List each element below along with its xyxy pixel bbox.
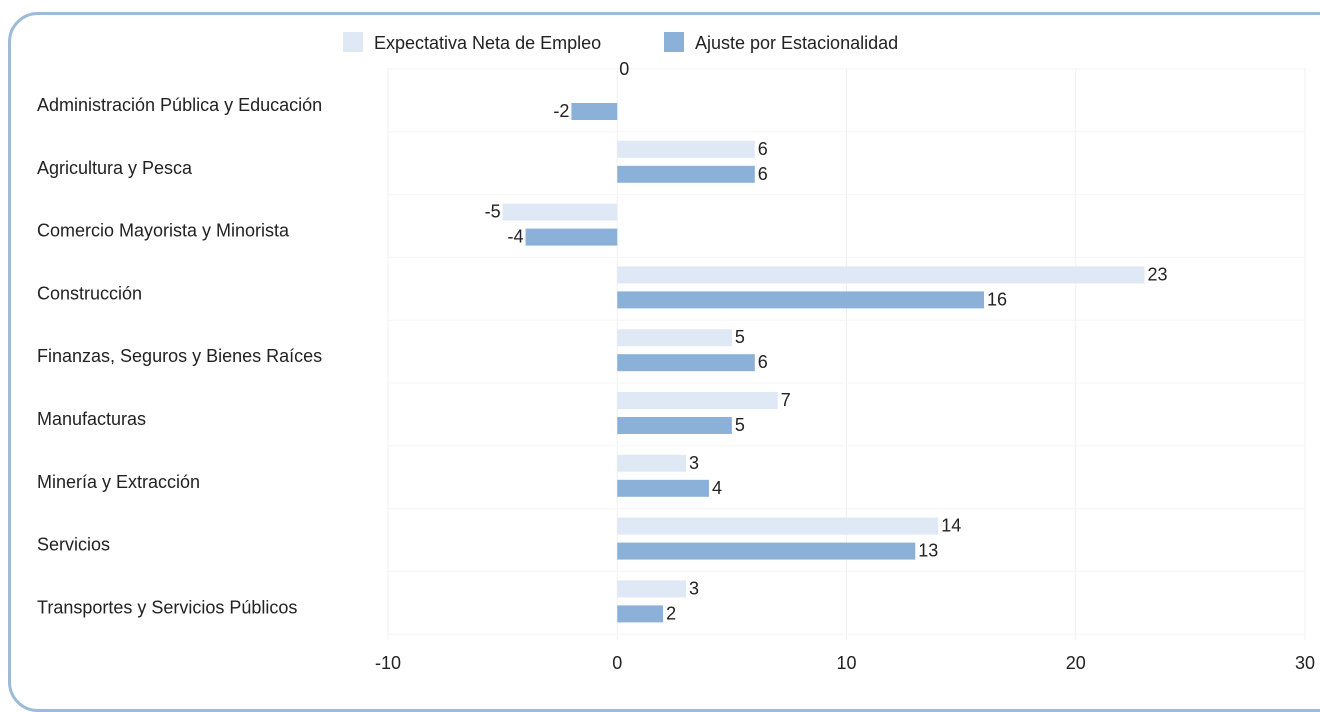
bar <box>617 354 755 372</box>
data-label: 2 <box>666 603 676 623</box>
bar <box>617 580 687 598</box>
x-tick-label: 20 <box>1066 653 1086 673</box>
legend-label: Expectativa Neta de Empleo <box>374 33 601 53</box>
category-label: Transportes y Servicios Públicos <box>37 597 297 617</box>
legend-label: Ajuste por Estacionalidad <box>695 33 898 53</box>
data-label: -2 <box>553 101 569 121</box>
data-label: 7 <box>781 390 791 410</box>
bar <box>617 605 664 623</box>
data-label: 6 <box>758 139 768 159</box>
category-label: Minería y Extracción <box>37 472 200 492</box>
category-label: Construcción <box>37 283 142 303</box>
bar <box>617 517 939 535</box>
x-tick-label: 10 <box>836 653 856 673</box>
data-label: 5 <box>735 327 745 347</box>
bar <box>525 228 618 246</box>
data-label: -5 <box>485 202 501 222</box>
category-label: Comercio Mayorista y Minorista <box>37 221 290 241</box>
grid-lines <box>387 68 1306 640</box>
bar-chart: Expectativa Neta de Empleo Ajuste por Est… <box>37 32 1315 673</box>
bar <box>617 454 687 472</box>
x-tick-label: 30 <box>1295 653 1315 673</box>
legend-swatch <box>664 32 684 52</box>
data-label: 16 <box>987 289 1007 309</box>
category-label: Servicios <box>37 535 110 555</box>
bar <box>617 291 985 309</box>
data-label: 4 <box>712 478 722 498</box>
x-tick-label: -10 <box>375 653 401 673</box>
bar <box>617 140 755 158</box>
data-label: -4 <box>508 227 524 247</box>
x-tick-label: 0 <box>612 653 622 673</box>
data-label: 14 <box>941 516 961 536</box>
data-label: 6 <box>758 164 768 184</box>
data-label: 5 <box>735 415 745 435</box>
category-label: Administración Pública y Educación <box>37 95 322 115</box>
bar <box>617 266 1145 284</box>
category-label: Finanzas, Seguros y Bienes Raíces <box>37 346 322 366</box>
data-label: 23 <box>1148 264 1168 284</box>
bar <box>617 417 732 434</box>
data-label: 0 <box>619 59 629 79</box>
bar <box>502 203 618 221</box>
data-label: 3 <box>689 578 699 598</box>
bar <box>617 542 916 560</box>
bars <box>502 103 1145 623</box>
data-label: 3 <box>689 453 699 473</box>
bar <box>617 479 709 497</box>
legend: Expectativa Neta de Empleo Ajuste por Est… <box>343 32 898 53</box>
data-label: 6 <box>758 352 768 372</box>
x-axis-ticks: -10 0 10 20 30 <box>375 653 1315 673</box>
legend-swatch <box>343 32 363 52</box>
bar <box>571 103 618 120</box>
data-label: 13 <box>918 541 938 561</box>
category-labels: Administración Pública y Educación Agricu… <box>37 95 322 617</box>
bar <box>617 392 778 409</box>
bar <box>617 329 732 347</box>
category-label: Manufacturas <box>37 409 146 429</box>
bar <box>617 165 755 183</box>
category-label: Agricultura y Pesca <box>37 158 193 178</box>
